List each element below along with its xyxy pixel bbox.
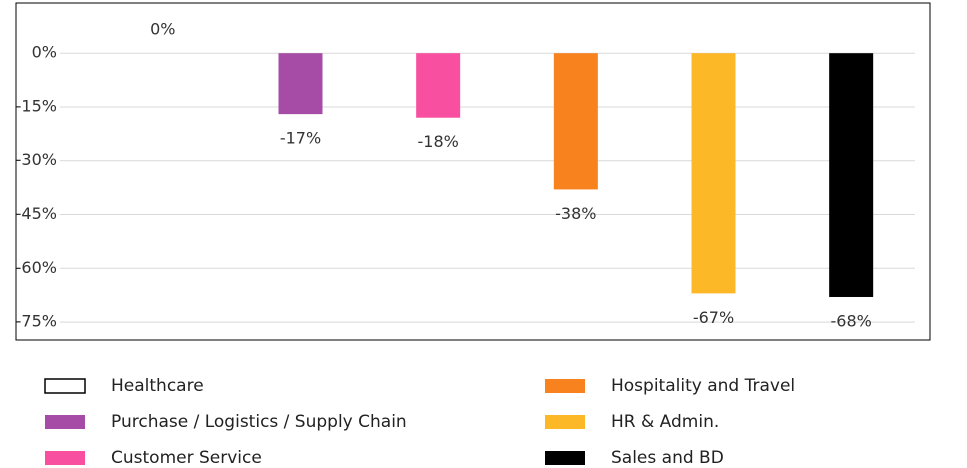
legend: Healthcare Purchase / Logistics / Supply … — [44, 376, 795, 468]
bar — [416, 53, 461, 118]
data-label: -67% — [693, 308, 734, 327]
legend-swatch — [45, 415, 85, 429]
y-tick-label: -75% — [16, 312, 57, 331]
data-label: -38% — [555, 204, 596, 223]
data-label: 0% — [150, 20, 175, 39]
legend-label: Customer Service — [111, 448, 262, 468]
legend-swatch — [45, 451, 85, 465]
bar — [553, 53, 598, 190]
y-tick-label: -15% — [16, 96, 57, 115]
bar — [278, 53, 323, 115]
y-tick-label: -30% — [16, 150, 57, 169]
data-label: -17% — [280, 129, 321, 148]
legend-label: Healthcare — [111, 376, 204, 396]
legend-label: Hospitality and Travel — [611, 376, 795, 396]
y-tick-label: 0% — [32, 43, 57, 62]
legend-swatch — [44, 378, 86, 394]
legend-swatch — [545, 451, 585, 465]
data-label: -18% — [417, 132, 458, 151]
data-label: -68% — [830, 311, 871, 330]
legend-label: Purchase / Logistics / Supply Chain — [111, 412, 407, 432]
legend-swatch — [545, 415, 585, 429]
bar — [829, 53, 874, 297]
legend-label: HR & Admin. — [611, 412, 719, 432]
plot-frame — [15, 2, 931, 341]
legend-swatch — [545, 379, 585, 393]
legend-label: Sales and BD — [611, 448, 724, 468]
bar — [691, 53, 736, 294]
y-tick-label: -60% — [16, 258, 57, 277]
y-tick-label: -45% — [16, 204, 57, 223]
